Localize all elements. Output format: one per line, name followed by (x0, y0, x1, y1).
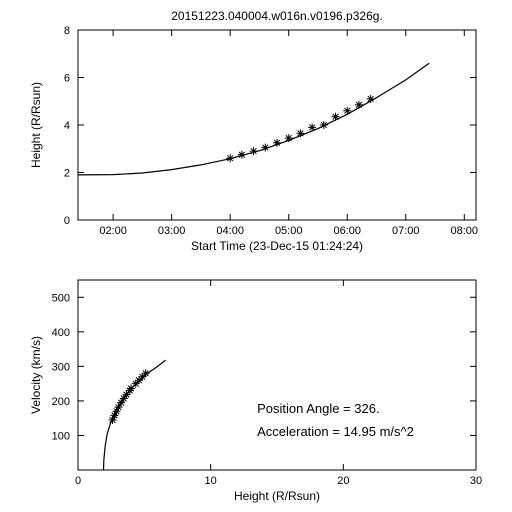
y-tick-label: 4 (64, 120, 70, 132)
chart-container: 02:00 03:00 04:00 05:00 06:00 07:00 08:00 0 2 4 6 8… (0, 0, 512, 512)
x-tick-label: 10 (205, 475, 217, 487)
data-point (296, 129, 304, 137)
data-point (320, 121, 328, 129)
data-point (285, 134, 293, 142)
y-tick-label: 8 (64, 25, 70, 37)
data-point (226, 154, 234, 162)
y-tick-label: 300 (52, 361, 70, 373)
y-axis-label: Height (R/Rsun) (29, 82, 43, 168)
y-tick-label: 0 (64, 215, 70, 227)
data-point (250, 147, 258, 155)
plot-frame (78, 280, 476, 470)
x-tick-label: 02:00 (99, 225, 127, 237)
data-point (308, 123, 316, 131)
x-tick-label: 03:00 (158, 225, 186, 237)
data-point (238, 151, 246, 159)
fit-curve (78, 63, 429, 175)
x-axis-label: Height (R/Rsun) (234, 489, 320, 503)
x-tick-label: 30 (470, 475, 482, 487)
x-tick-label: 07:00 (392, 225, 420, 237)
x-tick-label: 04:00 (216, 225, 244, 237)
y-tick-label: 500 (52, 292, 70, 304)
x-axis-label: Start Time (23-Dec-15 01:24:24) (191, 239, 363, 253)
data-point (273, 139, 281, 147)
data-point (343, 107, 351, 115)
x-tick-label: 06:00 (333, 225, 361, 237)
y-tick-label: 2 (64, 168, 70, 180)
data-point (261, 144, 269, 152)
x-tick-label: 0 (75, 475, 81, 487)
y-axis-label: Velocity (km/s) (29, 336, 43, 414)
annotation-text: Acceleration = 14.95 m/s^2 (257, 424, 414, 439)
data-point (122, 391, 130, 399)
x-tick-label: 05:00 (275, 225, 303, 237)
data-point (367, 95, 375, 103)
y-tick-label: 6 (64, 73, 70, 85)
y-tick-label: 400 (52, 327, 70, 339)
plot-frame (78, 30, 476, 220)
data-point (332, 113, 340, 121)
annotation-text: Position Angle = 326. (257, 401, 380, 416)
data-point (142, 369, 150, 377)
y-tick-label: 100 (52, 430, 70, 442)
x-tick-label: 08:00 (451, 225, 479, 237)
x-tick-label: 20 (337, 475, 349, 487)
chart-title: 20151223.040004.w016n.v0196.p326g. (171, 9, 383, 23)
data-point (355, 101, 363, 109)
y-tick-label: 200 (52, 396, 70, 408)
